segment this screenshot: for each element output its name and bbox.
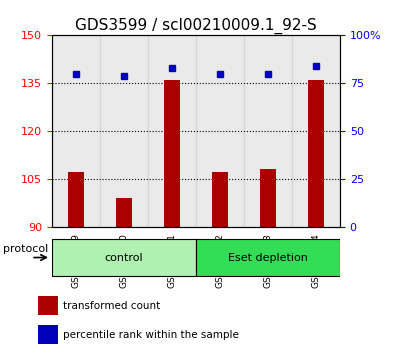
Bar [308,80,324,227]
Bar [52,35,100,227]
Bar [116,198,132,227]
Bar [148,35,196,227]
Bar [68,172,84,227]
Bar [292,35,340,227]
Bar [38,296,58,315]
Bar [38,325,58,344]
Bar [244,35,292,227]
Text: control: control [105,252,143,263]
Bar [52,239,196,276]
Text: Eset depletion: Eset depletion [228,252,308,263]
Bar [196,239,340,276]
Text: percentile rank within the sample: percentile rank within the sample [63,330,239,339]
Bar [212,172,228,227]
Text: protocol: protocol [3,244,48,253]
Bar [100,35,148,227]
Bar [164,80,180,227]
Text: transformed count: transformed count [63,301,160,311]
Title: GDS3599 / scl00210009.1_92-S: GDS3599 / scl00210009.1_92-S [75,18,317,34]
Bar [260,169,276,227]
Bar [196,35,244,227]
